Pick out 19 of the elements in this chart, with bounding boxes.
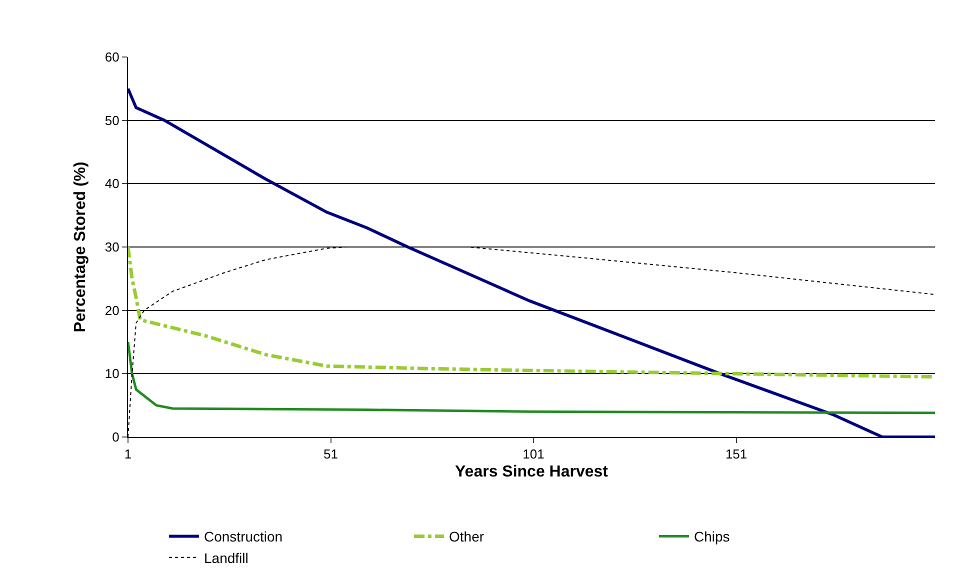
x-tick-label: 101 [522,446,544,462]
y-tick-label: 60 [104,50,120,65]
x-tick-label: 1 [124,446,132,462]
line-series [128,245,935,379]
x-axis-title: Years Since Harvest [455,463,609,480]
line-series [128,340,935,414]
x-tick-label: 151 [725,446,748,462]
y-tick-label: 10 [104,366,120,382]
legend-label: Landfill [204,550,248,566]
legend-label: Other [449,528,484,545]
y-tick-label: 40 [104,176,120,192]
y-axis-title: Percentage Stored (%) [72,162,89,332]
y-tick-label: 30 [104,240,120,255]
legend-label: Chips [694,528,730,545]
legend-label: Construction [204,528,283,545]
y-tick-label: 0 [112,430,120,445]
y-tick-label: 50 [104,112,120,128]
y-tick-label: 20 [104,302,120,318]
x-tick-label: 51 [324,446,338,462]
